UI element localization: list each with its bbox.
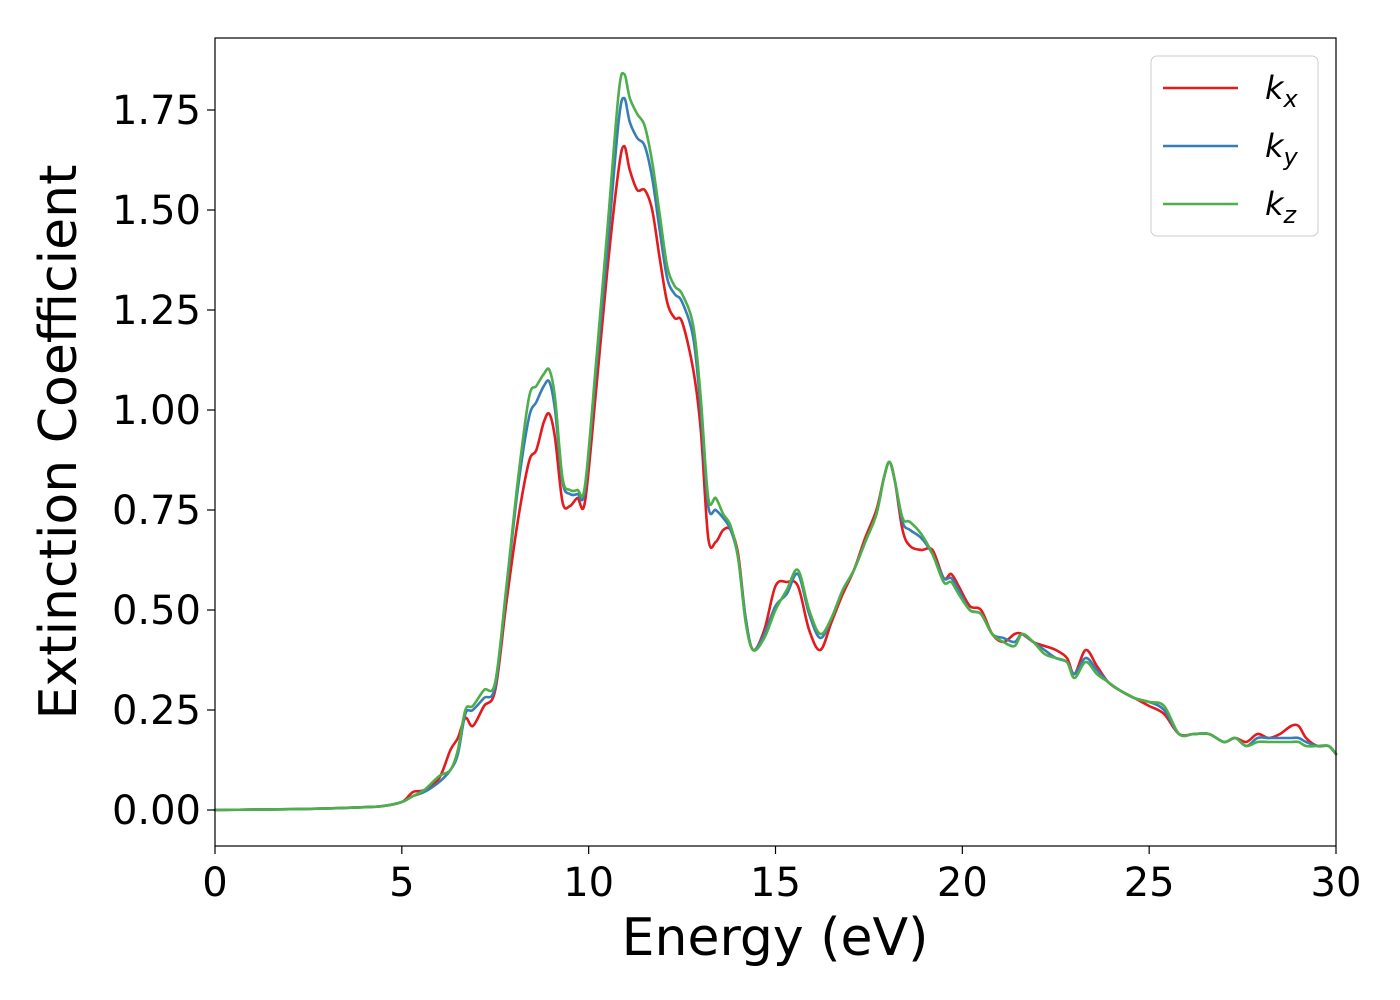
series-line-kz xyxy=(213,71,1338,812)
x-axis-label: Energy (eV) xyxy=(622,908,929,968)
y-tick-label: 1.25 xyxy=(112,288,201,334)
series-layer xyxy=(213,71,1338,812)
legend-label-kx: kx xyxy=(1265,69,1299,113)
y-axis: 0.00 0.25 0.50 0.75 1.00 1.25 1.50 1.75 xyxy=(112,88,215,834)
y-axis-label: Extinction Coefficient xyxy=(29,165,89,720)
legend: kx ky kz xyxy=(1150,55,1319,237)
y-tick-label: 0.00 xyxy=(112,788,201,834)
x-axis: 0 5 10 15 20 25 30 xyxy=(202,846,1361,906)
y-tick-label: 1.00 xyxy=(112,388,201,434)
y-tick-label: 1.50 xyxy=(112,188,201,234)
legend-label-ky: ky xyxy=(1265,127,1299,171)
y-tick-label: 0.25 xyxy=(112,688,201,734)
x-tick-label: 25 xyxy=(1124,860,1175,906)
x-tick-label: 15 xyxy=(750,860,801,906)
y-tick-label: 0.50 xyxy=(112,588,201,634)
x-tick-label: 0 xyxy=(202,860,227,906)
x-tick-label: 10 xyxy=(563,860,614,906)
legend-label-kz: kz xyxy=(1265,185,1298,229)
x-tick-label: 20 xyxy=(937,860,988,906)
x-tick-label: 30 xyxy=(1311,860,1362,906)
y-tick-label: 0.75 xyxy=(112,488,201,534)
x-tick-label: 5 xyxy=(389,860,414,906)
y-tick-label: 1.75 xyxy=(112,88,201,134)
